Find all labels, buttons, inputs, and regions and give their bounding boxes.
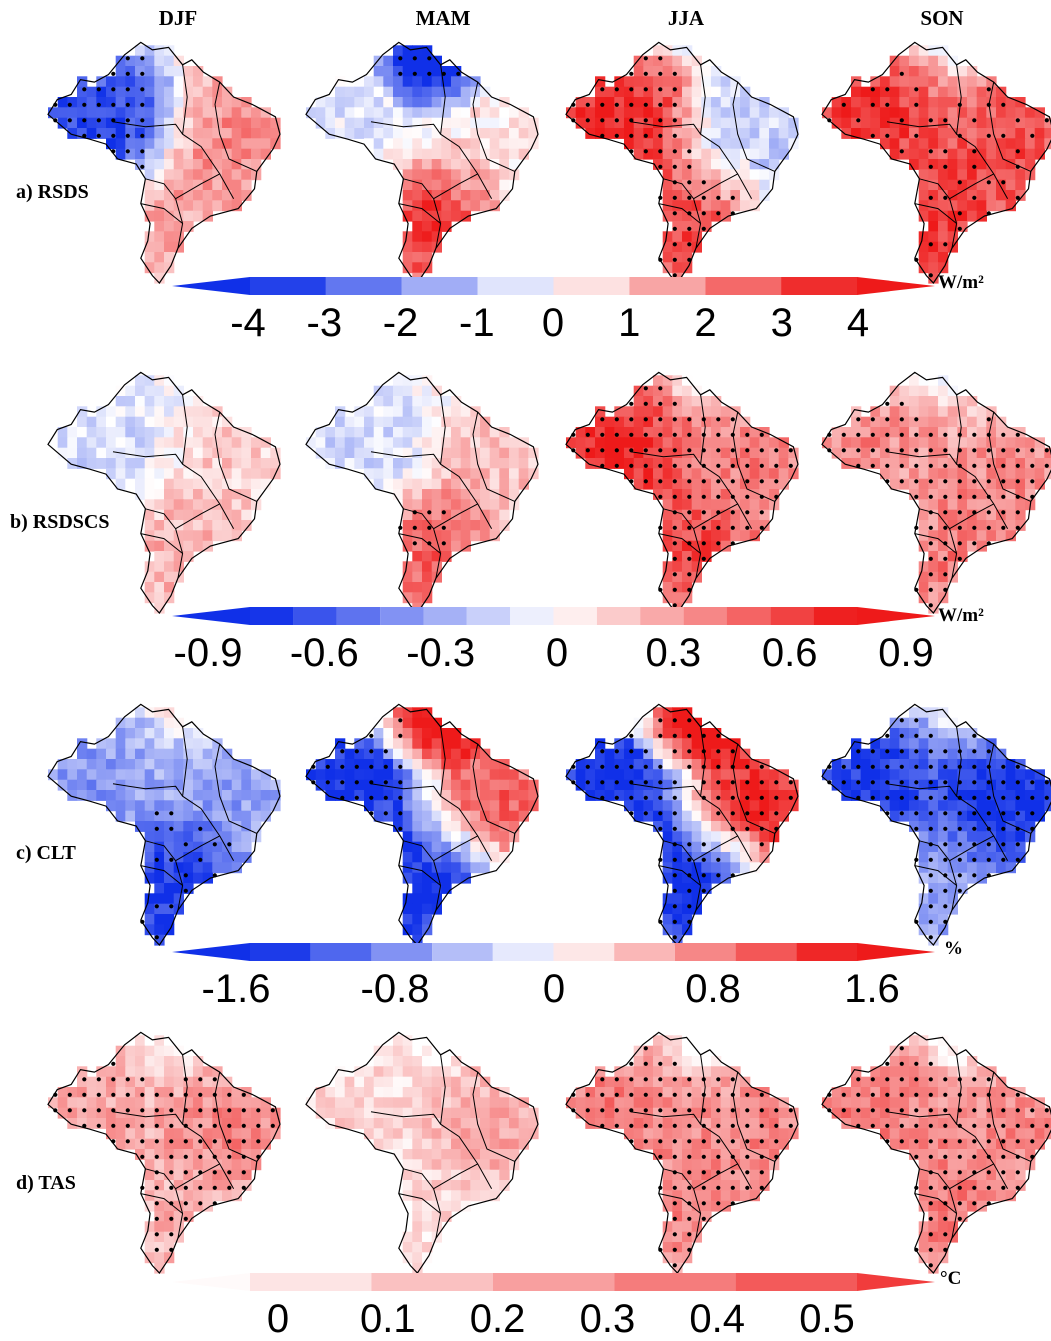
colorbar-unit-rsds: W/m² — [938, 272, 984, 293]
colorbar-tick-label: -0.8 — [360, 967, 430, 1011]
map-panel-brsdscs-djf — [47, 371, 281, 614]
colorbar-tick-label: 0.1 — [359, 1297, 416, 1341]
colorbar-tick-label: -1 — [459, 301, 495, 345]
colorbar-1 — [172, 607, 935, 625]
colorbar-tick-label: 0 — [542, 967, 566, 1011]
map-panel-cclt-son — [821, 703, 1051, 946]
row-label-rsds: a) RSDS — [16, 181, 89, 203]
season-header-mam: MAM — [415, 6, 471, 30]
colorbar-tick-label: 0.6 — [761, 631, 818, 675]
colorbar-unit-clt: % — [944, 938, 963, 959]
map-panel-brsdscs-son — [821, 371, 1051, 614]
row-label-rsdscs: b) RSDSCS — [10, 511, 110, 533]
colorbar-tick-label: 0 — [541, 301, 565, 345]
map-panel-arsds-jja — [565, 41, 799, 284]
colorbar-tick-label: 0 — [545, 631, 569, 675]
map-panel-dtas-mam — [305, 1031, 539, 1274]
map-panel-dtas-djf — [47, 1031, 281, 1274]
colorbar-tick-label: -4 — [230, 301, 266, 345]
map-panel-dtas-son — [821, 1031, 1051, 1274]
colorbar-tick-label: 0.2 — [469, 1297, 526, 1341]
colorbar-tick-label: 0.4 — [689, 1297, 745, 1341]
colorbar-unit-tas: °C — [940, 1268, 962, 1289]
colorbar-tick-label: -2 — [382, 301, 419, 345]
season-header-djf: DJF — [158, 6, 198, 30]
colorbar-tick-label: -0.9 — [173, 631, 243, 675]
colorbar-unit-rsdscs: W/m² — [938, 605, 984, 626]
colorbar-tick-label: 0.5 — [799, 1297, 855, 1341]
colorbar-0 — [172, 277, 935, 295]
row-label-clt: c) CLT — [16, 842, 76, 864]
colorbar-tick-label: 1 — [618, 301, 641, 345]
colorbar-tick-label: 2 — [694, 301, 717, 345]
colorbar-tick-label: -0.3 — [406, 631, 476, 675]
map-panel-arsds-mam — [305, 41, 539, 284]
map-panel-arsds-son — [821, 41, 1051, 284]
colorbar-3 — [172, 1273, 935, 1291]
map-panel-brsdscs-mam — [305, 371, 539, 614]
row-label-tas: d) TAS — [16, 1172, 76, 1194]
colorbar-tick-label: 0 — [266, 1297, 290, 1341]
map-panel-cclt-jja — [565, 703, 799, 946]
map-panel-cclt-mam — [305, 703, 539, 946]
colorbar-tick-label: -3 — [306, 301, 343, 345]
colorbar-tick-label: 0.8 — [685, 967, 741, 1011]
season-header-jja: JJA — [667, 6, 705, 30]
colorbar-tick-label: 1.6 — [844, 967, 900, 1011]
map-panel-dtas-jja — [565, 1031, 799, 1274]
colorbar-tick-label: 0.9 — [878, 631, 934, 675]
colorbar-tick-label: 0.3 — [579, 1297, 636, 1341]
season-header-son: SON — [920, 6, 964, 30]
map-panel-arsds-djf — [47, 41, 281, 284]
colorbar-tick-label: -1.6 — [201, 967, 271, 1011]
colorbar-tick-label: -0.6 — [289, 631, 359, 675]
map-panel-brsdscs-jja — [565, 371, 799, 614]
colorbar-tick-label: 3 — [770, 301, 793, 345]
colorbar-2 — [172, 943, 935, 961]
colorbar-tick-label: 0.3 — [645, 631, 702, 675]
map-panel-cclt-djf — [47, 703, 281, 946]
colorbar-tick-label: 4 — [846, 301, 870, 345]
